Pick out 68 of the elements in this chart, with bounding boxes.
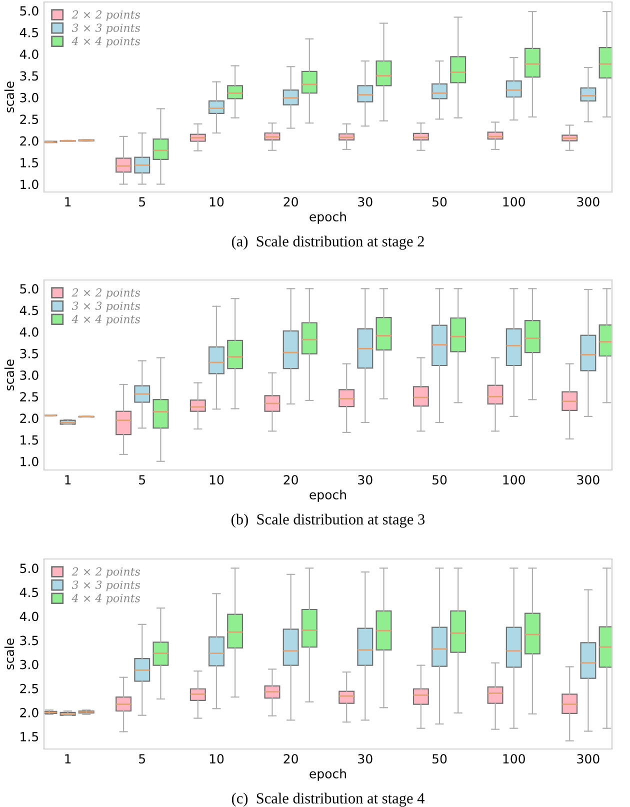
y-axis-title: scale xyxy=(4,82,14,112)
legend-label: 3 × 3 points xyxy=(72,24,140,34)
text: (c) Scale distribution at stage 4 xyxy=(232,792,424,807)
x-tick-label: 300 xyxy=(577,754,600,764)
x-tick-label: 20 xyxy=(284,754,298,764)
x-tick-label: 50 xyxy=(432,197,447,207)
y-tick-label: 1.0 xyxy=(20,180,38,190)
x-tick-label: 300 xyxy=(577,197,600,207)
x-tick-label: 30 xyxy=(358,197,372,207)
x-axis-title: epoch xyxy=(310,768,346,781)
y-tick-label: 2.0 xyxy=(20,414,38,424)
x-tick-label: 5 xyxy=(139,475,146,485)
y-tick-label: 4.5 xyxy=(20,28,38,38)
y-tick-label: 1.0 xyxy=(20,456,38,466)
x-tick-label: 20 xyxy=(284,197,298,207)
x-tick-label: 100 xyxy=(503,754,525,764)
x-tick-label: 10 xyxy=(210,475,224,485)
y-tick-label: 2.5 xyxy=(20,684,38,694)
y-axis-title: scale xyxy=(4,638,14,670)
y-tick-label: 5.0 xyxy=(20,284,38,294)
legend-label: 3 × 3 points xyxy=(72,302,140,312)
y-tick-label: 3.5 xyxy=(20,348,38,358)
text: (a) Scale distribution at stage 2 xyxy=(232,236,424,250)
y-tick-label: 1.5 xyxy=(20,158,38,168)
x-tick-label: 5 xyxy=(139,754,146,764)
legend-label: 4 × 4 points xyxy=(72,594,140,604)
x-tick-label: 50 xyxy=(432,475,447,485)
y-tick-label: 4.0 xyxy=(20,327,38,337)
y-tick-label: 4.5 xyxy=(20,306,38,316)
x-tick-label: 20 xyxy=(284,475,298,485)
y-tick-label: 2.5 xyxy=(20,392,38,402)
y-tick-label: 3.0 xyxy=(20,660,38,670)
y-tick-label: 5.0 xyxy=(20,6,38,16)
legend-label: 2 × 2 points xyxy=(72,288,140,299)
y-tick-label: 1.5 xyxy=(20,435,38,445)
x-tick-label: 10 xyxy=(210,197,224,207)
y-tick-label: 3.5 xyxy=(20,636,38,646)
x-tick-label: 100 xyxy=(503,475,525,485)
legend-label: 2 × 2 points xyxy=(72,567,140,578)
legend-label: 4 × 4 points xyxy=(72,36,140,48)
y-tick-label: 4.0 xyxy=(20,612,38,622)
y-axis-title: scale xyxy=(4,360,14,390)
x-tick-label: 1 xyxy=(65,475,71,484)
x-tick-label: 1 xyxy=(65,754,71,764)
y-tick-label: 5.0 xyxy=(20,564,38,574)
y-tick-label: 2.5 xyxy=(20,114,38,124)
legend-label: 4 × 4 points xyxy=(72,314,140,326)
x-tick-label: 30 xyxy=(358,475,372,485)
y-tick-label: 4.0 xyxy=(20,50,38,59)
y-tick-label: 2.0 xyxy=(20,708,38,718)
x-tick-label: 30 xyxy=(358,754,372,764)
x-axis-title: epoch xyxy=(310,212,346,224)
y-tick-label: 2.0 xyxy=(20,136,38,146)
x-tick-label: 100 xyxy=(503,197,525,207)
x-tick-label: 50 xyxy=(432,754,447,764)
y-tick-label: 4.5 xyxy=(20,588,38,598)
legend-label: 3 × 3 points xyxy=(72,580,140,592)
y-tick-label: 3.0 xyxy=(20,92,38,102)
legend-label: 2 × 2 points xyxy=(72,10,140,21)
x-tick-label: 300 xyxy=(577,475,600,485)
y-tick-label: 1.5 xyxy=(20,732,38,742)
x-axis-title: epoch xyxy=(310,490,346,502)
x-tick-label: 1 xyxy=(65,197,71,206)
x-tick-label: 5 xyxy=(139,197,146,207)
y-tick-label: 3.0 xyxy=(20,370,38,380)
y-tick-label: 3.5 xyxy=(20,71,38,81)
text: (b) Scale distribution at stage 3 xyxy=(232,514,425,528)
x-tick-label: 10 xyxy=(210,754,224,764)
